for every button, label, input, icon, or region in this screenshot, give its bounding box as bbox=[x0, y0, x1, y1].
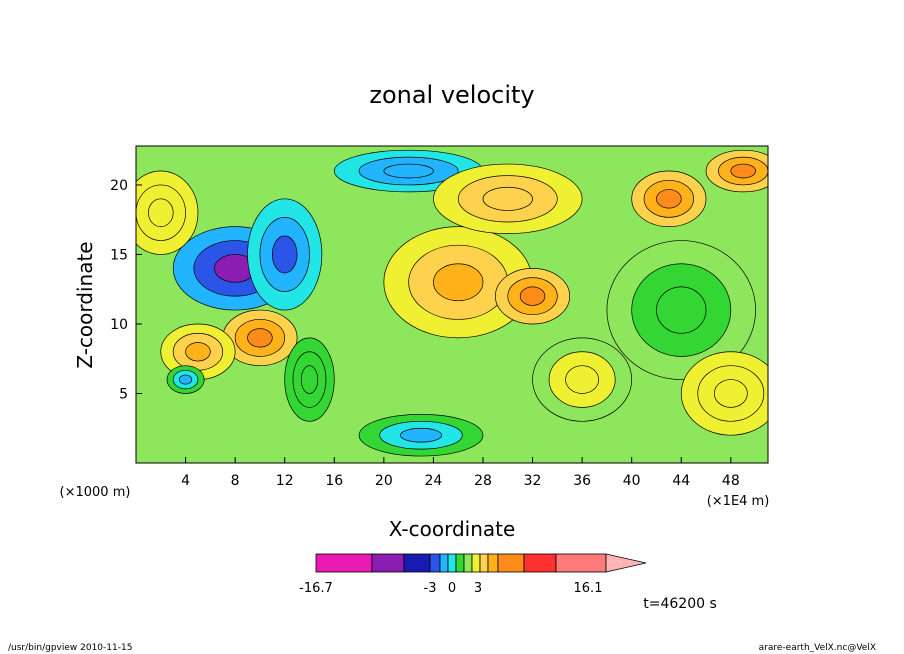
contour-region bbox=[713, 379, 748, 408]
contour-field bbox=[136, 146, 768, 463]
y-axis: 5 10 15 20 bbox=[110, 178, 142, 402]
y-tick-label: 5 bbox=[119, 386, 128, 402]
x-tick-label: 4 bbox=[181, 473, 190, 489]
x-axis: 4 8 12 16 20 24 28 32 36 40 44 48 bbox=[181, 457, 740, 489]
colorbar-segment bbox=[523, 553, 557, 573]
y-tick-label: 20 bbox=[110, 178, 128, 194]
contour-region bbox=[433, 263, 484, 302]
x-tick-label: 8 bbox=[231, 473, 240, 489]
colorbar bbox=[315, 553, 647, 573]
colorbar-segment bbox=[487, 553, 499, 573]
colorbar-segment bbox=[471, 553, 481, 573]
contour-region bbox=[656, 189, 682, 209]
colorbar-min-label: -16.7 bbox=[299, 581, 333, 596]
colorbar-segment bbox=[555, 553, 607, 573]
footer-left: /usr/bin/gpview 2010-11-15 bbox=[8, 643, 132, 653]
contour-region bbox=[565, 365, 599, 394]
colorbar-segment bbox=[479, 553, 489, 573]
contour-region bbox=[300, 365, 319, 394]
x-tick-label: 36 bbox=[573, 473, 591, 489]
colorbar-segment bbox=[439, 553, 449, 573]
contour-region bbox=[400, 427, 443, 443]
x-tick-label: 40 bbox=[623, 473, 641, 489]
contour-region bbox=[383, 163, 434, 179]
footer-right: arare-earth_VelX.nc@VelX bbox=[759, 643, 876, 653]
contour-region bbox=[185, 342, 211, 362]
colorbar-segment bbox=[429, 553, 441, 573]
y-axis-label: Z-coordinate bbox=[73, 241, 97, 368]
x-tick-label: 28 bbox=[474, 473, 492, 489]
x-unit-label: (×1000 m) bbox=[60, 485, 131, 500]
colorbar-segment bbox=[497, 553, 525, 573]
contour-region bbox=[247, 328, 273, 348]
contour-region bbox=[482, 186, 533, 211]
colorbar-segment bbox=[463, 553, 473, 573]
chart-title: zonal velocity bbox=[369, 81, 534, 109]
contour-region bbox=[148, 198, 174, 227]
x-scale-note: (×1E4 m) bbox=[707, 494, 770, 509]
contour-region bbox=[179, 374, 193, 385]
x-axis-label: X-coordinate bbox=[389, 517, 516, 541]
colorbar-tick-label: 3 bbox=[474, 581, 482, 596]
colorbar-tick-label: -3 bbox=[424, 581, 437, 596]
colorbar-max-label: 16.1 bbox=[574, 581, 603, 596]
plot-frame bbox=[135, 145, 769, 464]
x-tick-label: 32 bbox=[524, 473, 542, 489]
x-tick-label: 12 bbox=[276, 473, 294, 489]
colorbar-tick-label: 0 bbox=[448, 581, 456, 596]
colorbar-segment bbox=[455, 553, 465, 573]
time-label: t=46200 s bbox=[643, 596, 717, 612]
x-tick-label: 44 bbox=[672, 473, 690, 489]
colorbar-segment bbox=[371, 553, 405, 573]
x-tick-label: 16 bbox=[325, 473, 343, 489]
colorbar-ticks: -3 0 3 bbox=[424, 581, 483, 596]
colorbar-extend-arrow bbox=[605, 553, 647, 573]
contour-region bbox=[519, 286, 546, 306]
colorbar-segment bbox=[447, 553, 457, 573]
contour-region bbox=[271, 235, 298, 274]
y-tick-label: 15 bbox=[110, 247, 128, 263]
x-tick-label: 20 bbox=[375, 473, 393, 489]
colorbar-segment bbox=[315, 553, 373, 573]
x-tick-label: 48 bbox=[722, 473, 740, 489]
contour-region bbox=[730, 163, 756, 179]
y-tick-label: 10 bbox=[110, 317, 128, 333]
contour-region bbox=[656, 286, 707, 334]
x-tick-label: 24 bbox=[424, 473, 442, 489]
colorbar-segment bbox=[403, 553, 431, 573]
